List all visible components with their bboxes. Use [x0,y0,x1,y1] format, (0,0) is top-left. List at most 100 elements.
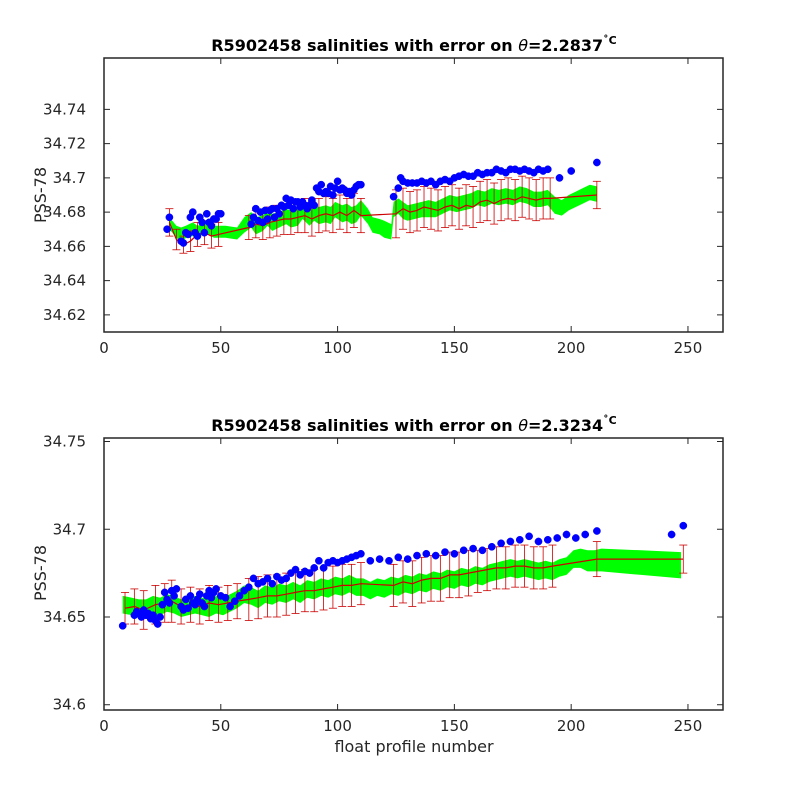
x-tick-label: 250 [674,717,703,735]
data-point [394,553,403,562]
y-tick-label: 34.64 [43,272,86,290]
data-point [263,574,272,583]
data-point [268,579,277,588]
y-axis-label-bottom: PSS-78 [31,545,50,601]
data-point [413,551,421,560]
error-bar [483,179,492,222]
data-point [317,180,326,189]
error-bar [462,184,471,227]
error-bar [328,565,337,609]
data-point [478,546,487,555]
error-bar [427,187,436,230]
y-tick-label: 34.65 [43,608,86,626]
data-point [165,599,174,607]
error-bar [405,191,414,234]
error-bar [476,180,485,223]
data-point [506,537,515,546]
data-point [244,583,253,592]
data-layer-top [163,158,601,254]
data-point [543,535,552,544]
data-point [230,597,239,606]
error-bar [356,198,365,234]
mapping-error-band [169,184,597,243]
axes-box-bottom [103,437,724,711]
y-tick-label: 34.75 [43,433,86,451]
data-point [305,569,314,577]
data-point [403,555,412,563]
error-bar [342,198,351,234]
error-bar [356,562,365,606]
y-tick-label: 34.68 [43,203,86,221]
data-point [431,551,440,560]
data-point [179,239,188,247]
data-point [497,539,505,548]
data-point [184,604,192,613]
data-point [221,593,230,602]
data-point [172,585,181,593]
data-point [571,534,580,542]
x-tick-label: 0 [99,717,109,735]
x-tick-label: 100 [323,339,352,357]
data-point [315,556,323,565]
data-point [193,232,202,240]
error-bar [497,179,506,222]
error-bar [314,198,323,234]
error-bar [539,177,548,220]
data-point [216,209,225,218]
error-bar [389,563,398,607]
y-tick-label: 34.66 [43,237,86,255]
error-bar [469,186,478,228]
error-bar [529,546,538,590]
x-tick-label: 200 [557,339,586,357]
data-point [163,225,171,234]
error-bar [592,541,601,578]
chart-title-top: R5902458 salinities with error on θ=2.28… [211,34,617,55]
y-tick-label: 34.72 [43,135,86,153]
error-bar [413,189,422,232]
x-tick-label: 150 [440,339,469,357]
data-point [310,564,319,572]
error-bar [441,186,450,228]
data-point [200,228,209,237]
data-point [118,621,127,630]
x-tick-label: 50 [211,717,230,735]
data-point [525,532,533,541]
data-point [679,521,688,530]
data-point [188,208,197,216]
y-tick-label: 34.7 [53,520,86,538]
error-bar [335,194,344,230]
error-bar [520,544,529,588]
data-point [357,180,365,189]
error-bar [434,189,443,232]
data-point [156,613,164,621]
data-point [247,220,256,228]
plot-area-bottom: 0 50 100 150 200 250 34.6 34.65 34.7 34.75 [43,433,724,735]
chart-panel-bottom: R5902458 salinities with error on θ=2.32… [31,414,724,756]
x-tick-label: 0 [99,339,109,357]
data-point [389,192,398,201]
data-point [195,590,204,599]
data-point [275,209,284,218]
error-bar [490,182,499,225]
data-point [515,535,524,544]
data-point [249,574,258,583]
y-tick-label: 34.6 [53,696,86,714]
data-layer-bottom [118,521,688,630]
chart-title-bottom: R5902458 salinities with error on θ=2.32… [211,414,617,435]
data-point [235,592,244,600]
data-point [469,544,477,553]
error-bar [518,175,527,218]
error-bar [501,546,510,590]
y-tick-label: 34.7 [53,169,86,187]
x-axis-label-bottom: float profile number [334,737,494,756]
data-point [212,585,220,593]
data-point [581,530,590,539]
data-point [375,555,384,563]
data-point [593,527,601,535]
x-tick-label: 50 [211,339,230,357]
y-axis-label-top: PSS-78 [31,167,50,223]
data-point [226,602,234,611]
error-bar [592,180,601,210]
data-point [160,588,169,597]
